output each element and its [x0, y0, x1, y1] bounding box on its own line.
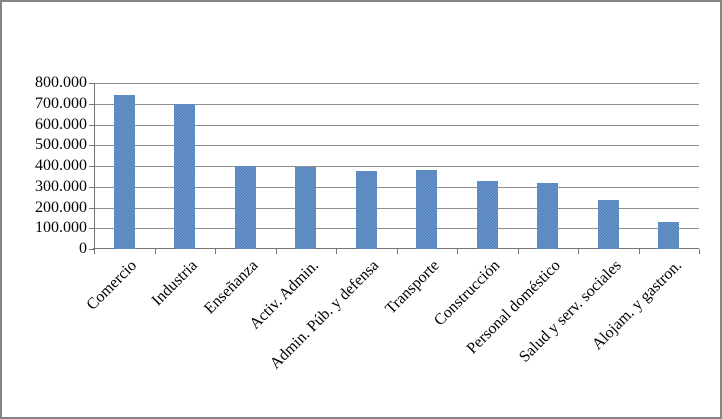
x-tick-mark — [275, 249, 277, 254]
y-tick-label: 200.000 — [35, 198, 87, 216]
bar — [295, 167, 317, 249]
bar — [113, 95, 135, 249]
x-tick-label: Enseñanza — [200, 257, 262, 318]
y-tick-label: 100.000 — [35, 219, 87, 237]
y-tick-mark — [89, 186, 94, 188]
x-tick-mark — [699, 249, 700, 254]
x-tick-mark — [638, 249, 640, 254]
x-tick-label: Industria — [148, 257, 201, 310]
bar — [658, 222, 680, 249]
y-tick-mark — [89, 83, 94, 84]
plot-area — [93, 83, 699, 249]
gridline — [94, 83, 699, 84]
bar — [597, 200, 619, 249]
x-tick-label: Salud y serv. sociales — [515, 257, 625, 366]
bar — [234, 166, 256, 249]
x-tick-mark — [517, 249, 519, 254]
x-tick-label: Comercio — [83, 257, 141, 314]
x-tick-mark — [396, 249, 398, 254]
y-tick-mark — [89, 166, 94, 167]
x-tick-mark — [94, 249, 95, 254]
x-tick-label: Transporte — [382, 257, 443, 318]
y-tick-mark — [89, 228, 94, 230]
gridline — [94, 166, 699, 167]
y-tick-mark — [89, 207, 94, 209]
gridline — [94, 145, 699, 147]
y-tick-label: 700.000 — [35, 94, 87, 112]
x-tick-mark — [457, 249, 458, 254]
y-tick-label: 400.000 — [35, 157, 87, 174]
y-tick-mark — [89, 124, 94, 126]
gridline — [94, 124, 699, 126]
y-tick-label: 600.000 — [35, 115, 87, 133]
x-tick-mark — [215, 249, 216, 254]
y-axis-line — [94, 83, 95, 249]
y-tick-mark — [89, 249, 94, 250]
x-tick-label: Admin. Púb. y defensa — [266, 257, 383, 373]
gridline — [94, 207, 699, 209]
y-tick-label: 500.000 — [35, 136, 87, 154]
y-tick-label: 800.000 — [35, 74, 87, 91]
y-tick-label: 300.000 — [35, 177, 87, 195]
bar — [416, 170, 438, 249]
y-tick-mark — [89, 103, 94, 105]
x-tick-mark — [154, 249, 156, 254]
gridline — [94, 103, 699, 105]
x-axis-line — [93, 248, 699, 249]
gridline — [94, 228, 699, 230]
bar — [537, 183, 559, 249]
x-tick-mark — [336, 249, 337, 254]
y-tick-mark — [89, 145, 94, 147]
gridline — [94, 186, 699, 188]
y-tick-label: 0 — [79, 240, 87, 257]
bar — [174, 104, 196, 249]
x-tick-mark — [578, 249, 579, 254]
bar — [476, 181, 498, 249]
bar — [355, 171, 377, 249]
